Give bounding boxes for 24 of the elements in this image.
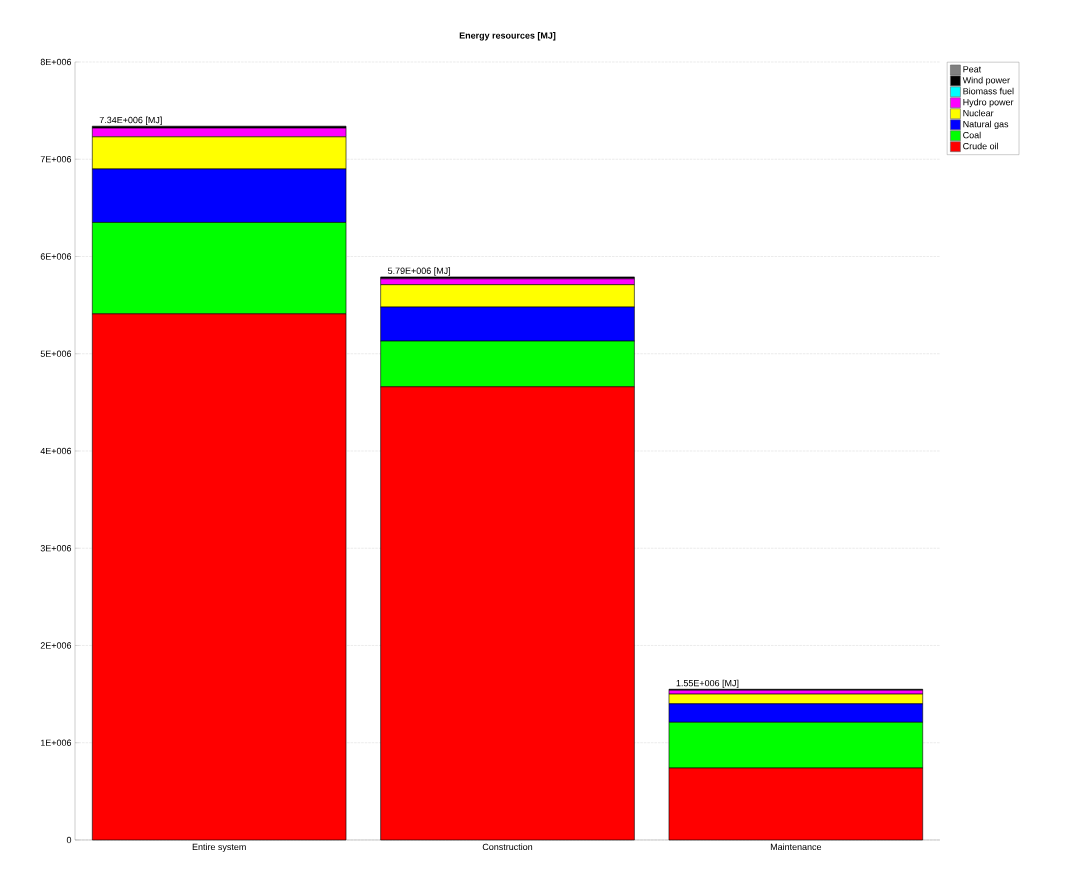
legend-label: Crude oil (963, 142, 998, 150)
y-tick-label: 2E+006 (40, 642, 72, 649)
y-tick-label: 6E+006 (40, 253, 72, 260)
legend-label: Nuclear (963, 109, 994, 117)
y-tick-label: 8E+006 (40, 58, 72, 66)
total-label: 7.34E+006 [MJ] (99, 116, 162, 125)
y-tick-label: 0 (66, 836, 72, 844)
y-tick-label: 3E+006 (40, 545, 72, 552)
total-label: 5.79E+006 [MJ] (387, 267, 451, 276)
x-tick-label: Construction (482, 843, 533, 851)
y-tick-label: 1E+006 (41, 739, 72, 746)
y-tick-label: 4E+006 (40, 447, 72, 455)
legend-label: Peat (963, 66, 982, 73)
total-label: 1.55E+006 [MJ] (676, 679, 739, 689)
legend-label: Biomass fuel (963, 87, 1014, 95)
legend-label: Coal (963, 131, 981, 139)
legend-label: Hydro power (963, 98, 1014, 108)
x-tick-label: Maintenance (770, 843, 822, 851)
legend-label: Wind power (962, 76, 1010, 86)
x-tick-label: Entire system (192, 843, 246, 852)
chart-title: Energy resources [MJ] (459, 32, 556, 41)
legend-label: Natural gas (963, 120, 1009, 130)
y-tick-label: 5E+006 (40, 350, 72, 357)
y-tick-label: 7E+006 (40, 156, 72, 163)
